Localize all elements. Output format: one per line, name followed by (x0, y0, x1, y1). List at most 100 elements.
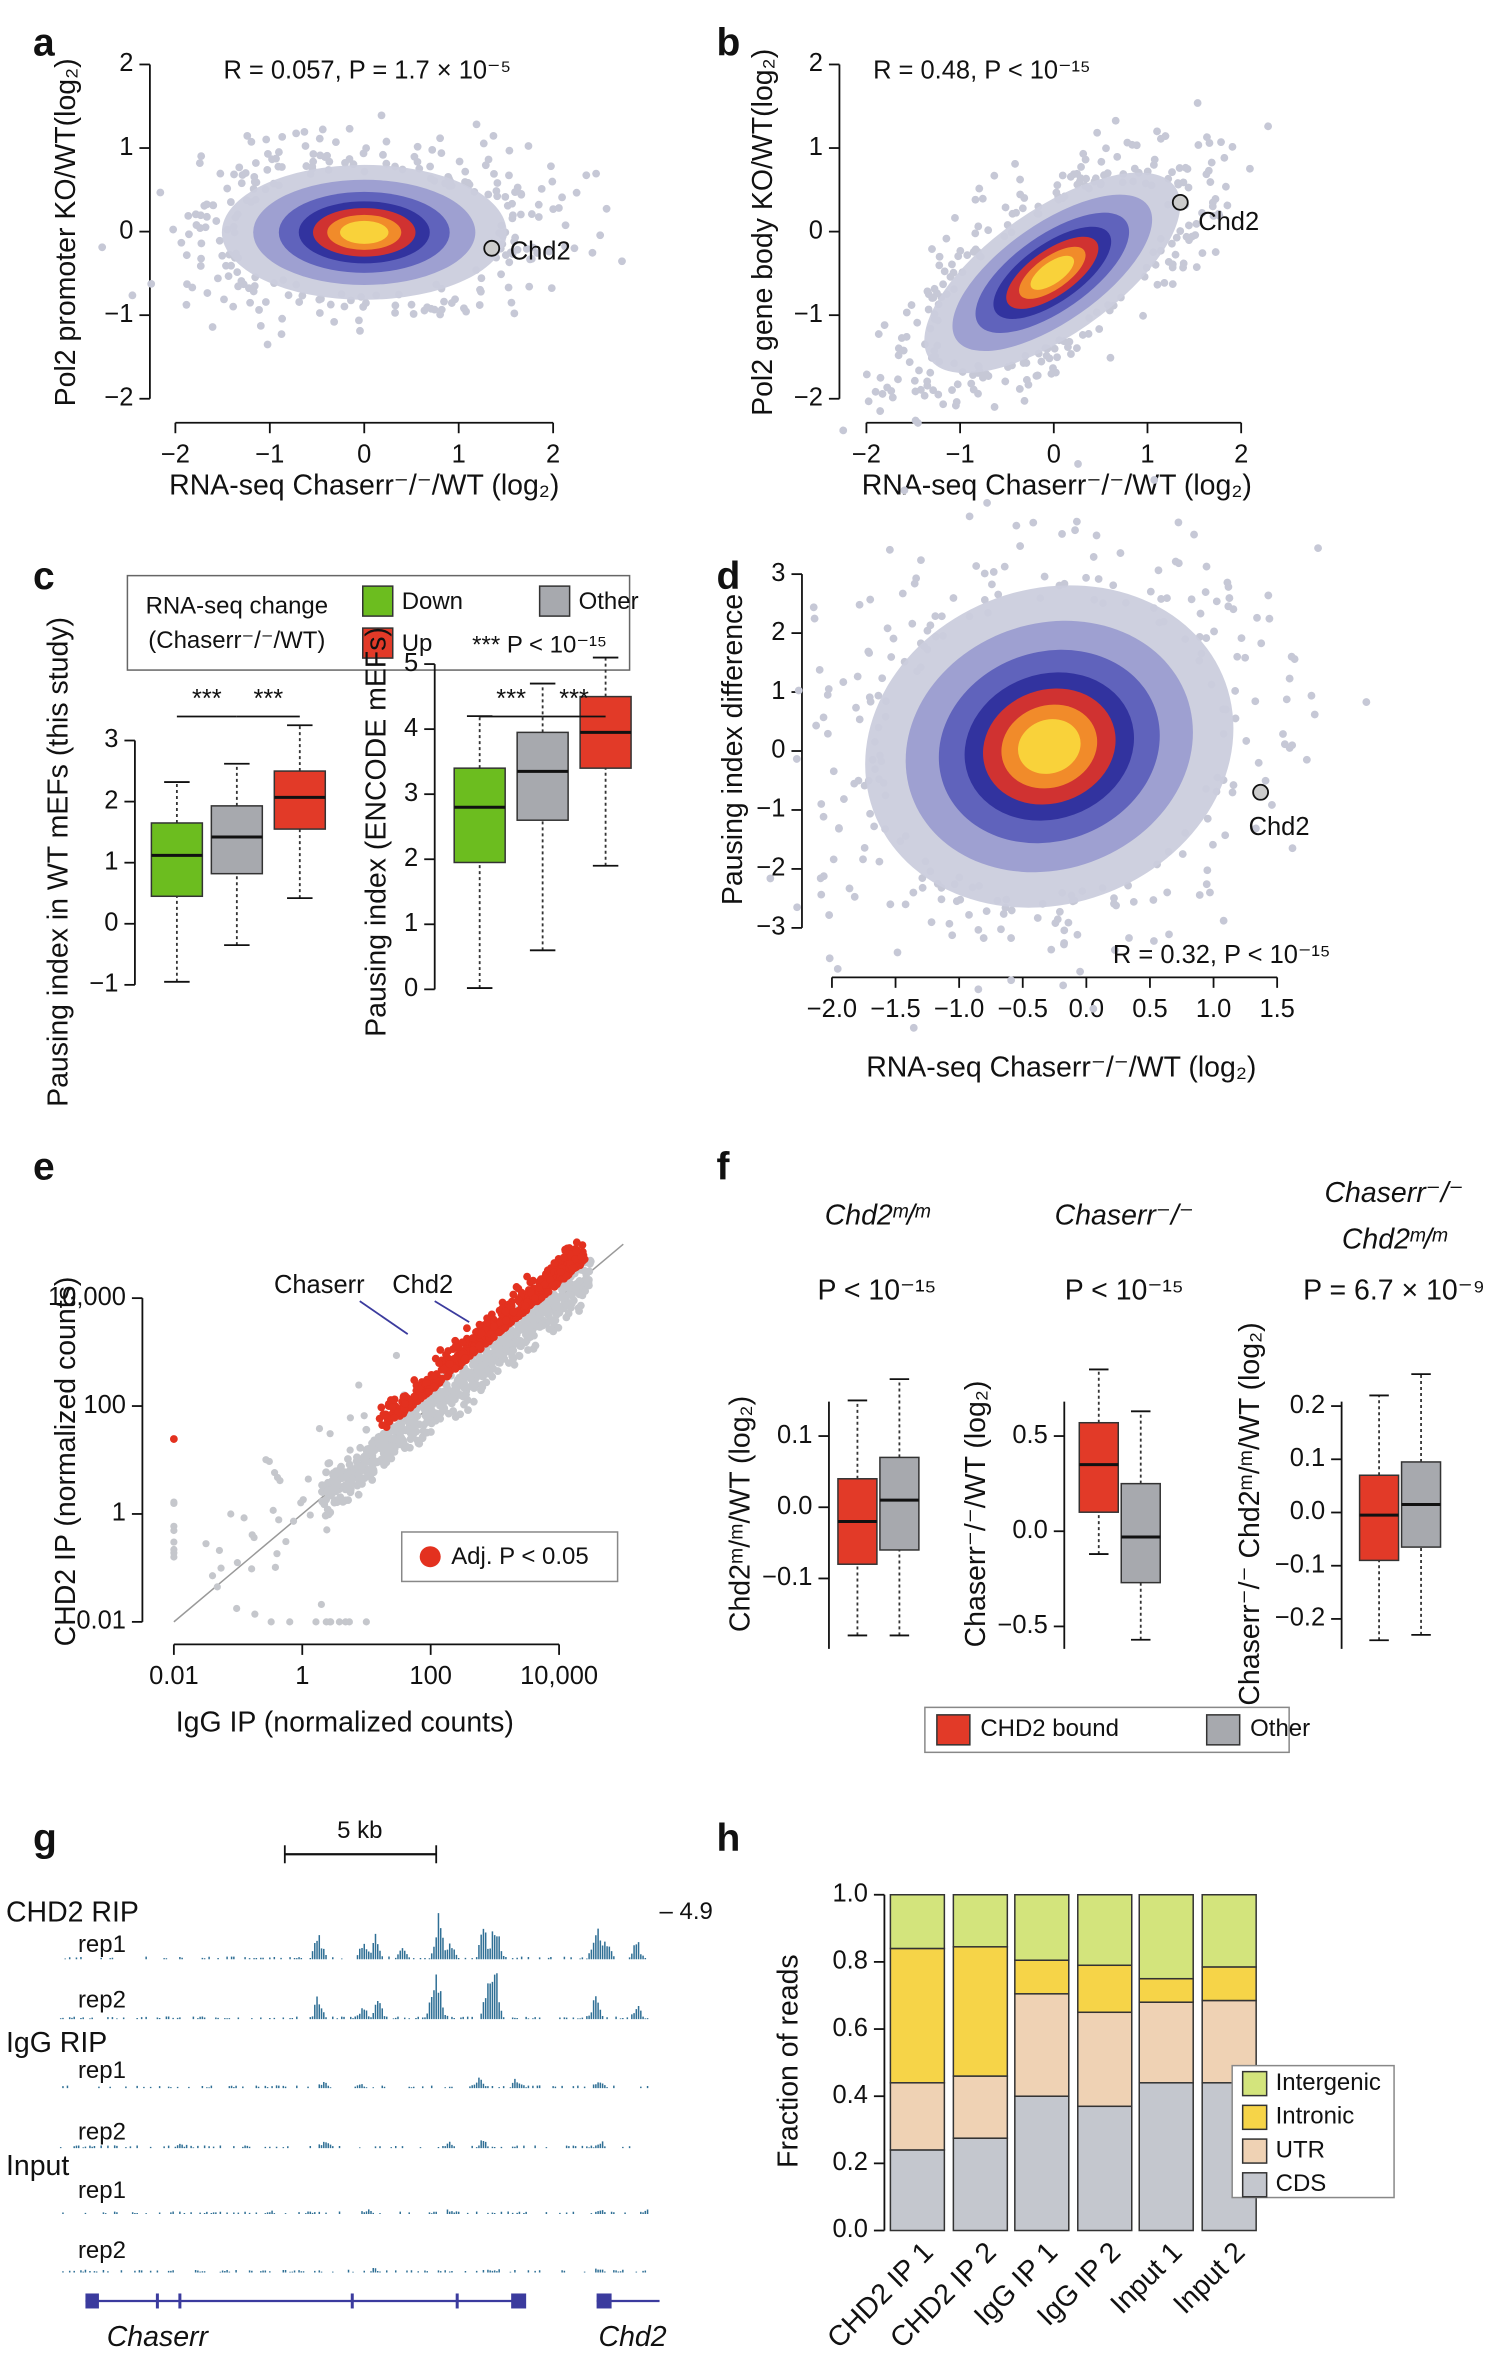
bar-segment (1077, 1964, 1133, 2014)
background-point (889, 634, 898, 643)
background-point (1160, 279, 1169, 287)
box (150, 822, 204, 898)
background-point (264, 150, 272, 158)
density-level (340, 220, 389, 244)
p-value: P = 6.7 × 10⁻⁹ (1303, 1275, 1485, 1307)
background-point (819, 713, 828, 722)
background-point (871, 387, 880, 396)
background-point (323, 1505, 332, 1514)
background-point (575, 1307, 583, 1315)
background-point (355, 1381, 363, 1389)
track-rep-label: rep2 (78, 2237, 126, 2264)
background-point (1219, 916, 1228, 925)
background-point (1072, 517, 1081, 526)
bar-segment (1138, 2001, 1194, 2084)
background-point (975, 184, 984, 193)
background-point (1211, 248, 1220, 256)
bar-segment (952, 1946, 1009, 2077)
background-point (529, 1320, 538, 1329)
background-point (561, 242, 569, 251)
background-point (239, 280, 248, 289)
background-point (967, 379, 976, 388)
background-point (929, 293, 938, 302)
background-point (235, 163, 244, 172)
background-point (202, 200, 211, 209)
background-point (527, 254, 536, 263)
background-point (284, 291, 293, 300)
background-point (402, 1442, 410, 1451)
background-point (399, 1436, 407, 1445)
point-cloud (169, 1238, 595, 1626)
background-point (545, 247, 553, 256)
background-point (248, 1565, 256, 1573)
background-point (1246, 164, 1254, 173)
background-point (948, 931, 957, 940)
background-point (979, 373, 987, 382)
legend-swatch (1205, 1714, 1241, 1746)
background-point (510, 1360, 519, 1369)
panel-letter: b (717, 21, 741, 64)
background-point (1042, 351, 1051, 360)
background-point (1190, 530, 1198, 539)
highlight-point (556, 1268, 565, 1277)
background-point (972, 562, 981, 570)
background-point (1241, 653, 1250, 662)
background-point (980, 569, 989, 578)
background-point (456, 1410, 465, 1419)
background-point (917, 556, 925, 565)
background-point (909, 888, 918, 897)
background-point (262, 1456, 270, 1464)
background-point (240, 1514, 248, 1522)
background-point (460, 1378, 469, 1387)
background-point (1228, 142, 1237, 151)
background-point (862, 370, 871, 379)
background-point (885, 545, 894, 554)
box (1120, 1482, 1161, 1584)
background-point (346, 1446, 354, 1454)
highlight-point (483, 1319, 491, 1327)
background-point (923, 287, 932, 296)
background-point (420, 306, 429, 315)
background-point (1176, 227, 1185, 235)
background-point (1242, 737, 1251, 745)
panel-title: Chd2ᵐ/ᵐ (825, 1200, 931, 1232)
background-point (935, 261, 944, 270)
highlight-point (445, 1360, 454, 1369)
background-point (1055, 907, 1064, 916)
background-point (197, 239, 206, 248)
highlight-point (572, 1238, 581, 1247)
y-tick-label: 3 (104, 725, 118, 753)
x-tick-label: 10,000 (520, 1662, 598, 1690)
background-point (1302, 755, 1311, 764)
background-point (195, 159, 204, 168)
background-point (618, 257, 626, 266)
y-tick-label: 0.01 (76, 1607, 126, 1635)
background-point (451, 295, 459, 304)
background-point (565, 1279, 574, 1287)
background-point (924, 305, 933, 314)
highlight-point (577, 1252, 586, 1261)
background-point (558, 193, 566, 202)
legend-label: UTR (1276, 2136, 1325, 2163)
bar-segment (952, 2075, 1009, 2139)
background-point (501, 193, 510, 201)
background-point (989, 568, 998, 576)
background-point (383, 1429, 392, 1437)
x-axis-label: RNA-seq Chaserr⁻/⁻/WT (log₂) (169, 470, 559, 502)
background-point (815, 665, 824, 674)
bar-segment (1077, 2105, 1133, 2232)
background-point (1192, 263, 1201, 272)
background-point (505, 146, 514, 155)
background-point (923, 381, 932, 390)
background-point (918, 883, 927, 892)
background-point (1264, 122, 1272, 131)
y-tick-label: 0.2 (1290, 1391, 1325, 1419)
highlight-point (377, 1403, 386, 1412)
background-point (969, 247, 978, 256)
background-point (197, 152, 206, 161)
background-point (407, 300, 416, 309)
background-point (1109, 581, 1118, 590)
background-point (893, 948, 902, 957)
background-point (1110, 946, 1119, 954)
